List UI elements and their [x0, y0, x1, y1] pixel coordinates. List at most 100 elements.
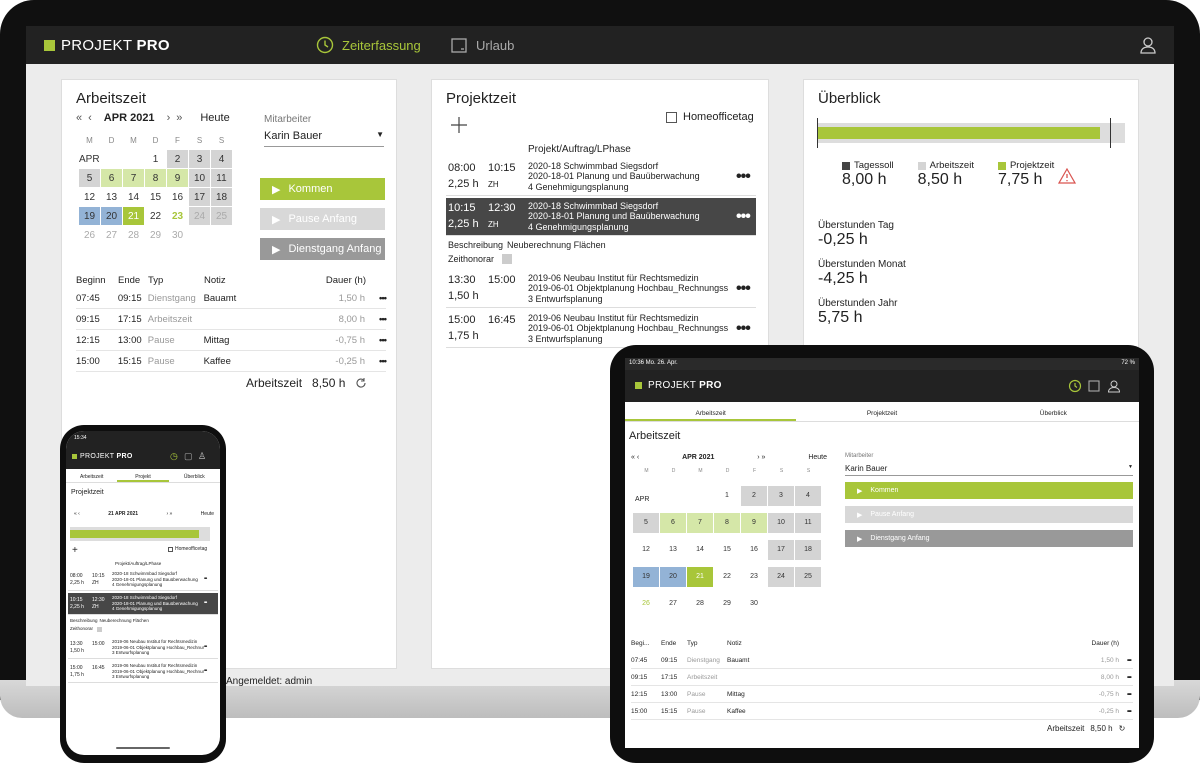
more-options-icon[interactable]: •••	[736, 207, 751, 225]
calendar-day[interactable]: 19	[633, 567, 659, 587]
calendar-day[interactable]: 28	[696, 600, 704, 607]
more-options-icon[interactable]: •••	[204, 643, 207, 650]
calendar-icon[interactable]: ▢	[184, 451, 193, 461]
zeithonorar-checkbox[interactable]	[502, 254, 513, 264]
phone-tab[interactable]: Überblick	[183, 474, 205, 480]
tablet-dienstgang-button[interactable]: ▶ Dienstgang Anfang	[845, 530, 1133, 547]
double-left-arrow-icon[interactable]: « ‹	[631, 454, 640, 461]
calendar-day[interactable]: 4	[795, 486, 821, 506]
nav-urlaub[interactable]: Urlaub	[450, 36, 514, 54]
more-options-icon[interactable]: •••	[379, 293, 387, 304]
tablet-table-row[interactable]: 09:15 17:15 Arbeitszeit 8,00 h •••	[631, 669, 1133, 686]
more-options-icon[interactable]: •••	[1127, 707, 1132, 715]
refresh-icon[interactable]: ↻	[1118, 724, 1126, 733]
more-options-icon[interactable]: •••	[379, 356, 387, 367]
nav-zeiterfassung[interactable]: Zeiterfassung	[316, 36, 421, 54]
calendar-day[interactable]: 23	[750, 573, 758, 580]
calendar-day[interactable]: 8	[714, 513, 740, 533]
table-row[interactable]: 09:15 17:15 Arbeitszeit 8,00 h •••	[76, 310, 387, 330]
calendar-day[interactable]: 20	[660, 567, 686, 587]
calendar-day[interactable]: 30	[750, 600, 758, 607]
calendar-day[interactable]: 10	[768, 513, 794, 533]
tablet-today-button[interactable]: Heute	[808, 454, 827, 461]
project-entry[interactable]: 15:00 16:45 1,75 h 2019-06 Neubau Institut …	[446, 310, 756, 348]
calendar-day[interactable]: 16	[750, 546, 758, 553]
calendar-day[interactable]: 11	[795, 513, 821, 533]
table-row[interactable]: 07:45 09:15 Dienstgang Bauamt 1,50 h •••	[76, 289, 387, 309]
tablet-table-row[interactable]: 12:15 13:00 Pause Mittag -0,75 h •••	[631, 686, 1133, 703]
calendar-day[interactable]: 1	[725, 492, 729, 499]
calendar-day[interactable]: 12	[642, 546, 650, 553]
calendar-day[interactable]: 13	[669, 546, 677, 553]
tablet-logo[interactable]: PROJEKT PRO	[635, 380, 722, 391]
phone-zeithonorar-checkbox[interactable]	[97, 626, 103, 632]
calendar-day[interactable]: 27	[669, 600, 677, 607]
table-row[interactable]: 12:15 13:00 Pause Mittag -0,75 h •••	[76, 331, 387, 351]
more-options-icon[interactable]: •••	[1127, 656, 1132, 664]
phone-project-entry[interactable]: 15:00 16:45 1,75 h 2019-06 Neubau Institut …	[68, 661, 218, 683]
clock-icon[interactable]: ◷	[170, 451, 178, 461]
more-options-icon[interactable]: •••	[379, 335, 387, 346]
today-button[interactable]: Heute	[200, 112, 230, 124]
tablet-employee-select[interactable]: Karin Bauer ▼	[845, 464, 1133, 476]
calendar-day[interactable]: 18	[795, 540, 821, 560]
employee-select[interactable]: Karin Bauer ▼	[264, 130, 384, 147]
phone-homeoffice-checkbox[interactable]: Homeofficetag	[168, 546, 207, 552]
user-icon[interactable]: ♙	[198, 451, 207, 461]
calendar-day[interactable]: 15	[723, 546, 731, 553]
kommen-button[interactable]: ▶ Kommen	[260, 178, 385, 200]
more-options-icon[interactable]: •••	[736, 319, 751, 337]
pause-button[interactable]: ▶ Pause Anfang	[260, 208, 385, 230]
phone-today-button[interactable]: Heute	[200, 511, 214, 517]
project-entry[interactable]: 08:00 10:15 2,25 h ZH 2020-18 Schwimmbad Sie…	[446, 158, 756, 196]
calendar-day[interactable]: 2	[741, 486, 767, 506]
right-arrows-icon[interactable]: › »	[166, 511, 173, 517]
right-arrows-icon[interactable]: › »	[757, 454, 766, 461]
project-entry[interactable]: 13:30 15:00 1,50 h 2019-06 Neubau Institut …	[446, 270, 756, 308]
right-arrow-icon[interactable]: ›	[166, 112, 171, 124]
calendar-day[interactable]: 25	[795, 567, 821, 587]
more-options-icon[interactable]: •••	[204, 575, 207, 582]
table-row[interactable]: 15:00 15:15 Pause Kaffee -0,25 h •••	[76, 352, 387, 372]
add-icon[interactable]	[450, 116, 468, 134]
phone-project-entry[interactable]: 08:00 10:15 2,25 h ZH 2020-18 Schwimmbad Sie…	[68, 569, 218, 591]
tablet-tab[interactable]: Projektzeit	[866, 410, 898, 417]
phone-tab[interactable]: Arbeitszeit	[79, 474, 104, 480]
phone-tab[interactable]: Projekt	[117, 471, 169, 482]
more-options-icon[interactable]: •••	[204, 667, 207, 674]
more-options-icon[interactable]: •••	[204, 599, 207, 606]
more-options-icon[interactable]: •••	[1127, 673, 1132, 681]
phone-project-entry[interactable]: 10:15 12:30 2,25 h ZH 2020-18 Schwimmbad Sie…	[68, 593, 218, 615]
dienstgang-button[interactable]: ▶ Dienstgang Anfang	[260, 238, 385, 260]
calendar-day[interactable]: 26	[642, 600, 650, 607]
phone-logo[interactable]: PROJEKT PRO	[72, 453, 133, 460]
calendar-day[interactable]: 29	[723, 600, 731, 607]
left-arrow-icon[interactable]: ‹	[88, 112, 92, 124]
app-logo[interactable]: PROJEKT PRO	[44, 37, 170, 54]
more-options-icon[interactable]: •••	[379, 314, 387, 325]
double-left-arrow-icon[interactable]: «	[76, 112, 83, 124]
calendar-day[interactable]: 21	[687, 567, 713, 587]
phone-add-icon[interactable]: +	[72, 545, 78, 556]
calendar-day[interactable]: 24	[768, 567, 794, 587]
calendar-day[interactable]: 3	[768, 486, 794, 506]
clock-icon[interactable]	[1068, 379, 1082, 393]
left-arrows-icon[interactable]: « ‹	[74, 511, 80, 517]
tablet-pause-button[interactable]: ▶ Pause Anfang	[845, 506, 1133, 523]
calendar-day[interactable]: 17	[768, 540, 794, 560]
tablet-tab[interactable]: Überblick	[1039, 410, 1067, 417]
more-options-icon[interactable]: •••	[1127, 690, 1132, 698]
more-options-icon[interactable]: •••	[736, 167, 751, 185]
homeoffice-checkbox[interactable]: Homeofficetag	[666, 111, 754, 123]
tablet-table-row[interactable]: 15:00 15:15 Pause Kaffee -0,25 h •••	[631, 703, 1133, 720]
calendar-icon[interactable]	[1087, 379, 1101, 393]
user-icon[interactable]	[1139, 36, 1157, 54]
calendar-day[interactable]: 5	[633, 513, 659, 533]
phone-project-entry[interactable]: 13:30 15:00 1,50 h 2019-06 Neubau Institut …	[68, 637, 218, 659]
user-icon[interactable]	[1107, 379, 1121, 393]
project-entry[interactable]: 10:15 12:30 2,25 h ZH 2020-18 Schwimmbad Sie…	[446, 198, 756, 236]
refresh-icon[interactable]	[355, 377, 367, 389]
calendar-day[interactable]: 7	[687, 513, 713, 533]
more-options-icon[interactable]: •••	[736, 279, 751, 297]
calendar-day[interactable]: 14	[696, 546, 704, 553]
